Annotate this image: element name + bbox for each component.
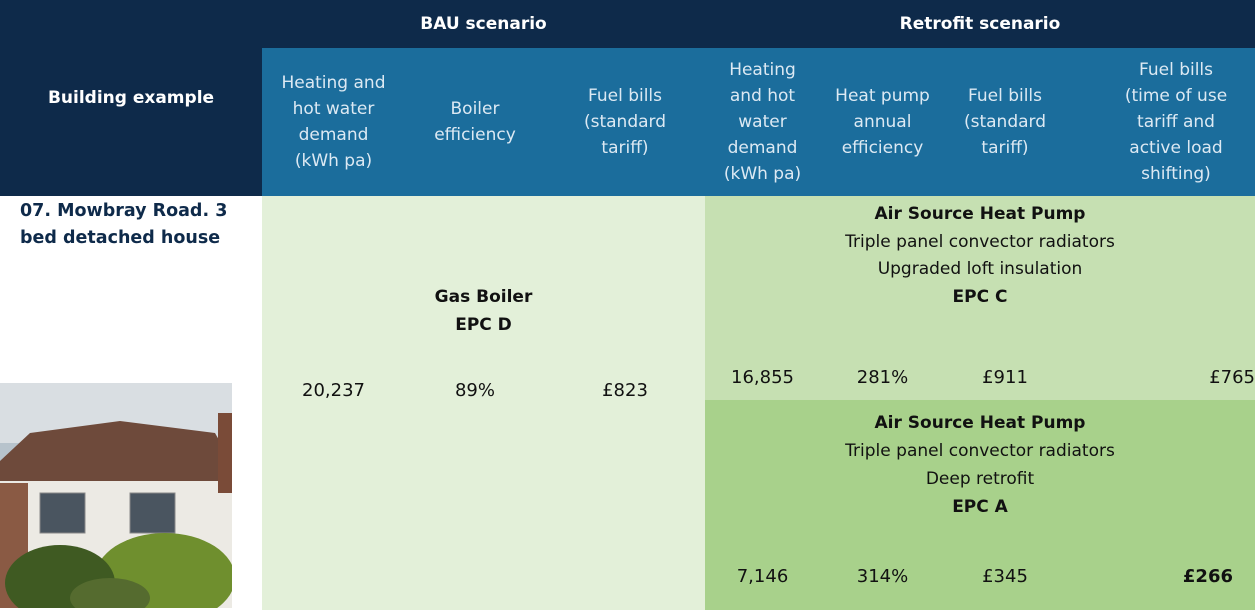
option-description: Air Source Heat Pump xyxy=(705,201,1255,229)
column-header: Heating and hot water demand (kWh pa) xyxy=(705,48,820,196)
bau-value: 89% xyxy=(405,380,545,401)
column-header: Heat pump annual efficiency xyxy=(820,48,945,196)
option-value: 16,855 xyxy=(705,367,820,388)
option-description: Triple panel convector radiators xyxy=(705,229,1255,257)
bau-value: £823 xyxy=(545,380,705,401)
header-bau: BAU scenario xyxy=(262,0,705,48)
column-header: Heating and hot water demand (kWh pa) xyxy=(262,48,405,196)
option-description: EPC A xyxy=(705,494,1255,522)
column-header: Fuel bills (standard tariff) xyxy=(945,48,1065,196)
option-value: 7,146 xyxy=(705,566,820,587)
option-value: £266 xyxy=(1065,566,1233,587)
building-name: 07. Mowbray Road. 3 bed detached house xyxy=(0,198,262,252)
option-description: Deep retrofit xyxy=(705,466,1255,494)
option-description: Upgraded loft insulation xyxy=(705,256,1255,284)
option-value: 314% xyxy=(820,566,945,587)
retrofit-option: Air Source Heat Pump Triple panel convec… xyxy=(705,196,1255,400)
column-header: Fuel bills (standard tariff) xyxy=(545,48,705,196)
building-photo xyxy=(0,383,232,608)
page: {"header": {"building_example": "Buildin… xyxy=(0,0,1255,610)
header-building: Building example xyxy=(0,0,262,196)
column-header: Fuel bills (time of use tariff and activ… xyxy=(1065,48,1255,196)
option-description: Air Source Heat Pump xyxy=(705,410,1255,438)
bau-description: EPC D xyxy=(262,312,705,340)
option-value: £345 xyxy=(945,566,1065,587)
bau-value: 20,237 xyxy=(262,380,405,401)
bau-description: Gas Boiler xyxy=(262,284,705,312)
header-retrofit: Retrofit scenario xyxy=(705,0,1255,48)
column-header: Boiler efficiency xyxy=(405,48,545,196)
bau-cell: Gas Boiler EPC D 20,237 89% £823 xyxy=(262,196,705,610)
option-value: £911 xyxy=(945,367,1065,388)
retrofit-option: Air Source Heat Pump Triple panel convec… xyxy=(705,400,1255,610)
option-description: Triple panel convector radiators xyxy=(705,438,1255,466)
option-value: 281% xyxy=(820,367,945,388)
option-description: EPC C xyxy=(705,284,1255,312)
option-value: £765 xyxy=(1065,367,1255,388)
